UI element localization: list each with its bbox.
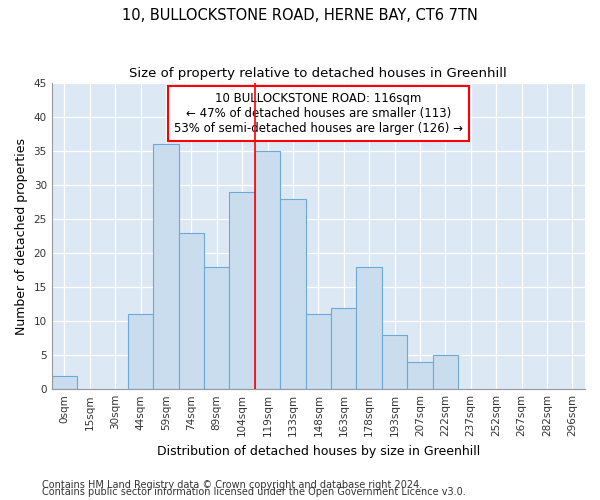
X-axis label: Distribution of detached houses by size in Greenhill: Distribution of detached houses by size … <box>157 444 480 458</box>
Bar <box>305 314 331 389</box>
Text: 10 BULLOCKSTONE ROAD: 116sqm
← 47% of detached houses are smaller (113)
53% of s: 10 BULLOCKSTONE ROAD: 116sqm ← 47% of de… <box>174 92 463 135</box>
Bar <box>255 151 280 389</box>
Bar <box>52 376 77 389</box>
Bar <box>204 266 229 389</box>
Text: Contains public sector information licensed under the Open Government Licence v3: Contains public sector information licen… <box>42 487 466 497</box>
Bar <box>382 335 407 389</box>
Bar <box>229 192 255 389</box>
Bar <box>280 198 305 389</box>
Text: 10, BULLOCKSTONE ROAD, HERNE BAY, CT6 7TN: 10, BULLOCKSTONE ROAD, HERNE BAY, CT6 7T… <box>122 8 478 22</box>
Bar <box>356 266 382 389</box>
Bar <box>153 144 179 389</box>
Title: Size of property relative to detached houses in Greenhill: Size of property relative to detached ho… <box>130 68 507 80</box>
Text: Contains HM Land Registry data © Crown copyright and database right 2024.: Contains HM Land Registry data © Crown c… <box>42 480 422 490</box>
Bar <box>331 308 356 389</box>
Bar <box>128 314 153 389</box>
Bar <box>433 355 458 389</box>
Bar <box>179 232 204 389</box>
Bar <box>407 362 433 389</box>
Y-axis label: Number of detached properties: Number of detached properties <box>15 138 28 334</box>
